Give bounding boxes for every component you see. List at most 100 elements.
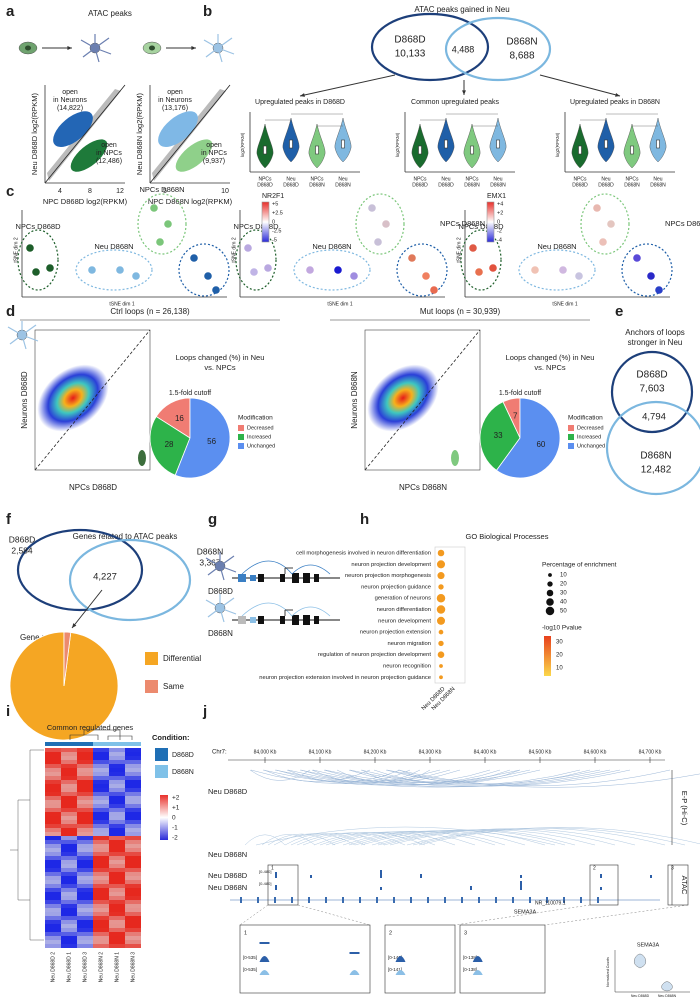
cell-icon bbox=[138, 450, 146, 466]
x-tick-label: 10 bbox=[221, 188, 229, 195]
size-legend-dot bbox=[546, 589, 554, 597]
heatmap-cell bbox=[61, 844, 77, 848]
exon bbox=[257, 897, 259, 903]
exon bbox=[580, 897, 582, 903]
heatmap-cell bbox=[125, 860, 141, 864]
legend-swatch bbox=[145, 652, 158, 665]
heatmap-cell bbox=[93, 780, 109, 784]
heatmap-cell bbox=[45, 828, 61, 832]
heatmap-cell bbox=[109, 864, 125, 868]
heatmap-cell bbox=[45, 756, 61, 760]
heatmap-cell bbox=[109, 928, 125, 932]
heatmap-cell bbox=[77, 928, 93, 932]
heatmap-cell bbox=[61, 780, 77, 784]
x-tick-label: NPCs bbox=[573, 176, 587, 182]
label: 7,603 bbox=[639, 384, 664, 395]
heatmap-cell bbox=[45, 840, 61, 844]
heatmap-cell bbox=[61, 812, 77, 816]
loop-arc bbox=[312, 769, 541, 785]
legend-swatch bbox=[568, 425, 574, 431]
colorbar bbox=[160, 795, 168, 840]
heatmap-cell bbox=[125, 908, 141, 912]
atac-peak bbox=[650, 875, 652, 878]
cluster-label: NPCs D868N bbox=[665, 219, 700, 228]
atac-peak bbox=[472, 956, 483, 962]
heatmap-cell bbox=[109, 832, 125, 836]
heatmap-cell bbox=[45, 844, 61, 848]
nucleus bbox=[149, 45, 155, 51]
heatmap-cell bbox=[93, 760, 109, 764]
heatmap-cell bbox=[77, 868, 93, 872]
zoom-panel bbox=[239, 924, 371, 994]
heatmap-cell bbox=[45, 924, 61, 928]
loop-arc bbox=[255, 826, 556, 846]
heatmap-cell bbox=[93, 876, 109, 880]
heatmap-cell bbox=[45, 820, 61, 824]
x-tick-label: NPCs bbox=[413, 176, 427, 182]
dot bbox=[438, 640, 444, 647]
venn-circle bbox=[610, 350, 694, 434]
panel-label: a bbox=[6, 3, 15, 20]
heatmap-cell bbox=[93, 828, 109, 832]
x-tick-label: D868D bbox=[598, 182, 614, 188]
heatmap-cell bbox=[61, 856, 77, 860]
legend-label: D868D bbox=[172, 752, 194, 759]
heatmap-cell bbox=[77, 812, 93, 816]
heatmap-cell bbox=[93, 844, 109, 848]
sample-label: Neu D868N 3 bbox=[130, 952, 136, 983]
label: D868D bbox=[394, 35, 425, 46]
loop-arc bbox=[412, 827, 686, 846]
heatmap-cell bbox=[93, 784, 109, 788]
heatmap-cell bbox=[125, 756, 141, 760]
heatmap-cell bbox=[109, 904, 125, 908]
heatmap-cell bbox=[109, 848, 125, 852]
heatmap-cell bbox=[77, 944, 93, 948]
x-tick-label: Neu bbox=[601, 176, 610, 182]
heatmap-cell bbox=[93, 940, 109, 944]
heatmap-cell bbox=[61, 920, 77, 924]
heatmap-cell bbox=[93, 748, 109, 752]
heatmap-cell bbox=[61, 892, 77, 896]
tsne-point bbox=[306, 266, 314, 274]
heatmap-cell bbox=[45, 848, 61, 852]
y-axis-label: tSNE dim 2 bbox=[456, 237, 462, 263]
heatmap-cell bbox=[45, 816, 61, 820]
dot bbox=[436, 605, 446, 614]
heatmap-cell bbox=[93, 788, 109, 792]
plot-frame bbox=[434, 546, 466, 684]
condition-bar bbox=[61, 742, 77, 746]
atac-peak bbox=[395, 970, 406, 975]
heatmap-cell bbox=[45, 824, 61, 828]
y-axis-label: Neurons D868D bbox=[20, 371, 29, 429]
x-tick-label: 12 bbox=[116, 188, 124, 195]
heatmap-cell bbox=[45, 872, 61, 876]
cluster-ellipse bbox=[396, 243, 448, 297]
cluster-label: NPCs D868D bbox=[458, 222, 504, 231]
line bbox=[94, 37, 110, 49]
legend-title: Modification bbox=[568, 415, 603, 422]
density-cloud bbox=[37, 364, 109, 432]
heatmap-cell bbox=[93, 868, 109, 872]
heatmap-cell bbox=[77, 908, 93, 912]
heatmap-cell bbox=[93, 932, 109, 936]
violin-title: Common upregulated peaks bbox=[411, 99, 499, 106]
heatmap-cell bbox=[61, 824, 77, 828]
atac-peak bbox=[470, 886, 472, 890]
heatmap-cell bbox=[45, 860, 61, 864]
heatmap-cell bbox=[45, 932, 61, 936]
line bbox=[34, 329, 151, 471]
loop-arc bbox=[249, 769, 311, 781]
heatmap-cell bbox=[93, 824, 109, 828]
line bbox=[71, 589, 103, 629]
box bbox=[496, 139, 500, 149]
dot bbox=[436, 560, 446, 569]
heatmap-cell bbox=[77, 784, 93, 788]
atac-peak bbox=[380, 887, 382, 890]
tsne-point bbox=[382, 220, 390, 228]
exon bbox=[240, 897, 242, 903]
heatmap-cell bbox=[61, 820, 77, 824]
x-tick-label: 4 bbox=[58, 188, 62, 195]
heatmap-cell bbox=[61, 908, 77, 912]
heatmap-cell bbox=[109, 892, 125, 896]
exon bbox=[342, 897, 344, 903]
